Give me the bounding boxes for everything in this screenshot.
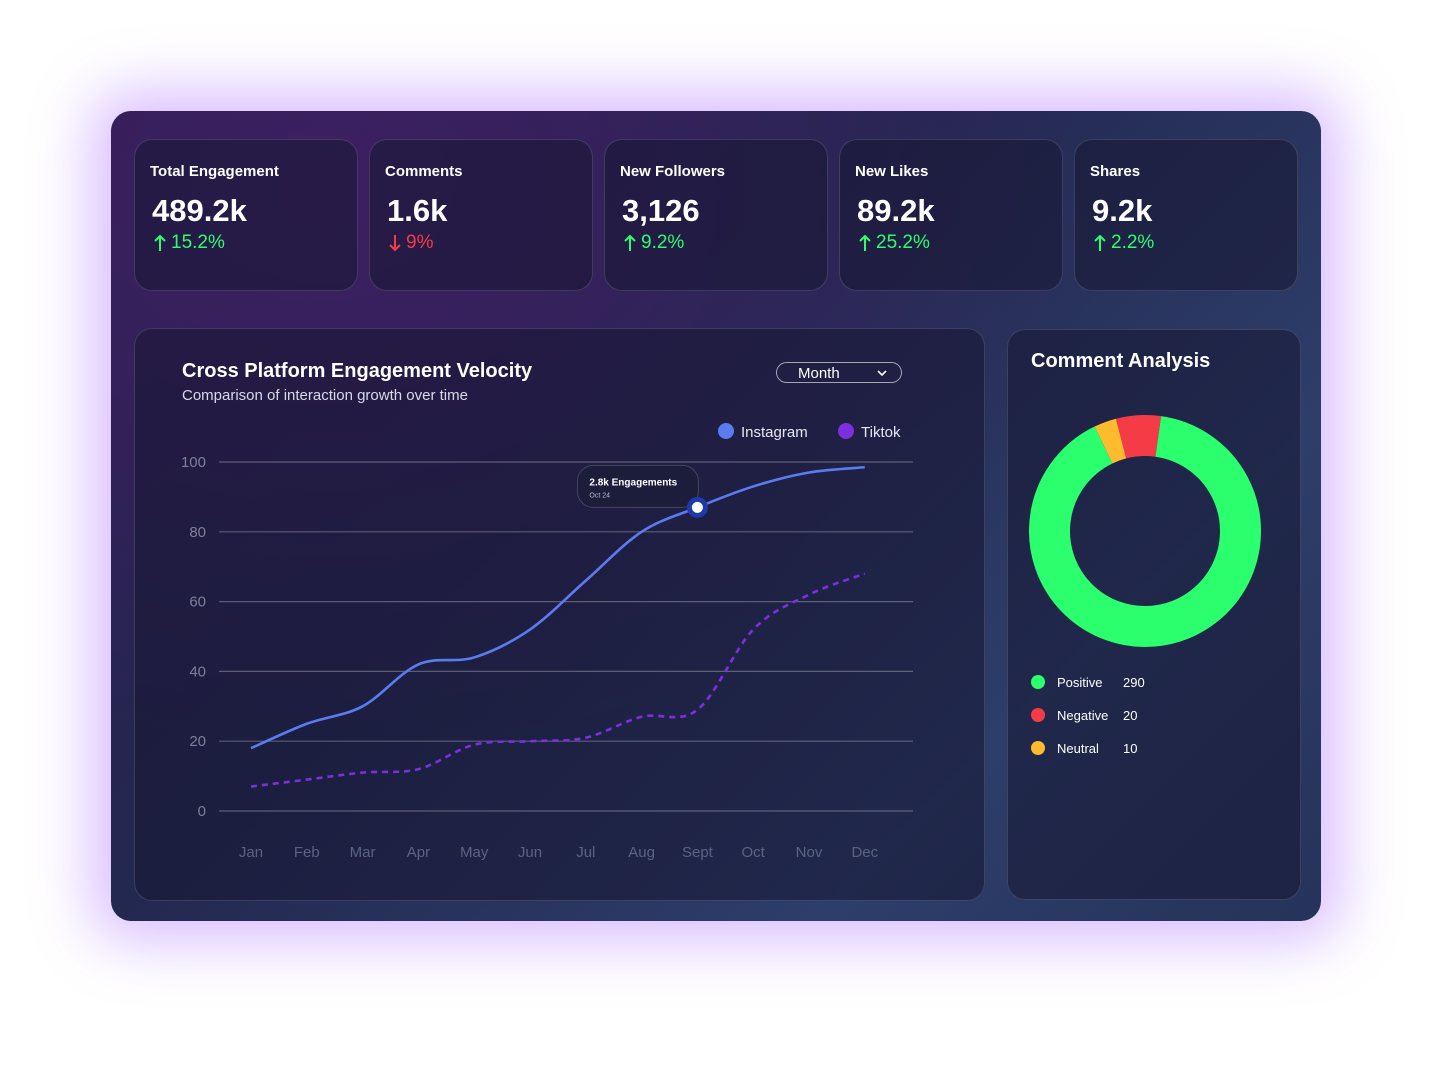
kpi-label: Shares (1090, 163, 1141, 180)
kpi-value: 1.6k (387, 193, 448, 228)
donut-chart: Positive 290 Negative 20 Neutral 10 (1029, 415, 1261, 756)
kpi-value: 9.2k (1092, 193, 1153, 228)
arrow-shape (1094, 234, 1106, 251)
kpi-card: Shares 9.2k 2.2% (1074, 139, 1298, 291)
trend-arrow (389, 235, 401, 252)
x-tick-label: Apr (407, 844, 430, 861)
chart-subtitle: Comparison of interaction growth over ti… (182, 387, 468, 404)
series-line (250, 465, 865, 750)
legend-label: Positive (1057, 675, 1103, 690)
legend-value: 10 (1123, 741, 1137, 756)
comment-card: Comment Analysis Positive 290 Negative 20 Ne… (1007, 329, 1301, 900)
x-tick-label: Oct (742, 844, 766, 861)
kpi-value: 489.2k (152, 193, 247, 228)
x-tick-label: Jul (576, 844, 595, 861)
donut-title: Comment Analysis (1031, 350, 1211, 372)
legend-dot (1031, 741, 1045, 755)
tooltip-box (576, 464, 699, 508)
x-tick-label: Mar (350, 844, 376, 861)
y-tick-label: 80 (189, 524, 206, 541)
line-chart: 0 20 40 60 80 100 Jan Feb Mar Apr May Jun Jul Aug Sept… (181, 423, 913, 861)
trend-arrow (624, 234, 636, 251)
series-line (250, 572, 866, 788)
x-tick-label: Nov (796, 844, 823, 861)
kpi-value: 89.2k (857, 193, 935, 228)
legend-dot (1031, 708, 1045, 722)
tooltip-title: 2.8k Engagements (589, 477, 677, 488)
x-tick-label: Dec (851, 844, 878, 861)
kpi-change: 9% (406, 232, 434, 253)
kpi-card: New Followers 3,126 9.2% (604, 139, 828, 291)
x-tick-label: Jan (239, 844, 263, 861)
kpi-change: 15.2% (171, 232, 225, 253)
kpi-card: New Likes 89.2k 25.2% (839, 139, 1063, 291)
kpi-change: 9.2% (641, 232, 685, 253)
kpi-label: Comments (385, 163, 463, 180)
chart-title: Cross Platform Engagement Velocity (182, 360, 533, 382)
y-tick-label: 20 (189, 733, 206, 750)
x-tick-label: Sept (682, 844, 714, 861)
kpi-change: 25.2% (876, 232, 930, 253)
x-tick-label: Aug (628, 844, 655, 861)
y-tick-label: 0 (198, 803, 206, 820)
y-tick-label: 60 (189, 594, 206, 611)
kpi-change: 2.2% (1111, 232, 1155, 253)
legend-label: Tiktok (861, 424, 901, 441)
x-tick-label: May (460, 844, 489, 861)
legend-dot (838, 423, 854, 439)
donut-segment (1029, 416, 1261, 647)
trend-arrow (1094, 234, 1106, 251)
highlight-point (686, 496, 708, 518)
trend-arrow (859, 234, 871, 251)
y-tick-label: 40 (189, 663, 206, 680)
kpi-label: New Followers (620, 163, 726, 180)
legend-value: 290 (1123, 675, 1145, 690)
legend-value: 20 (1123, 708, 1137, 723)
engagement-card: Cross Platform Engagement Velocity Compa… (134, 328, 985, 901)
legend-label: Instagram (741, 424, 808, 441)
dropdown-chevron (877, 370, 887, 377)
legend-dot (718, 423, 734, 439)
kpi-label: Total Engagement (150, 163, 279, 180)
y-tick-label: 100 (181, 454, 206, 471)
kpi-card: Total Engagement 489.2k 15.2% (134, 139, 358, 291)
legend-dot (1031, 675, 1045, 689)
arrow-shape (389, 235, 401, 252)
x-tick-label: Jun (518, 844, 542, 861)
donut-segment (1115, 415, 1162, 459)
period-dropdown[interactable]: Month (776, 362, 902, 383)
dropdown-label: Month (798, 365, 840, 382)
arrow-shape (624, 234, 636, 251)
arrow-shape (859, 234, 871, 251)
donut-segment (1094, 418, 1127, 464)
legend-label: Negative (1057, 708, 1108, 723)
legend-label: Neutral (1057, 741, 1099, 756)
kpi-label: New Likes (855, 163, 929, 180)
arrow-shape (154, 234, 166, 251)
dashboard: Total Engagement 489.2k 15.2% Comments 1.6k 9… (111, 111, 1321, 921)
x-tick-label: Feb (294, 844, 320, 861)
kpi-card: Comments 1.6k 9% (369, 139, 593, 291)
tooltip-date: Oct 24 (589, 492, 610, 499)
kpi-value: 3,126 (622, 193, 700, 228)
trend-arrow (154, 234, 166, 251)
